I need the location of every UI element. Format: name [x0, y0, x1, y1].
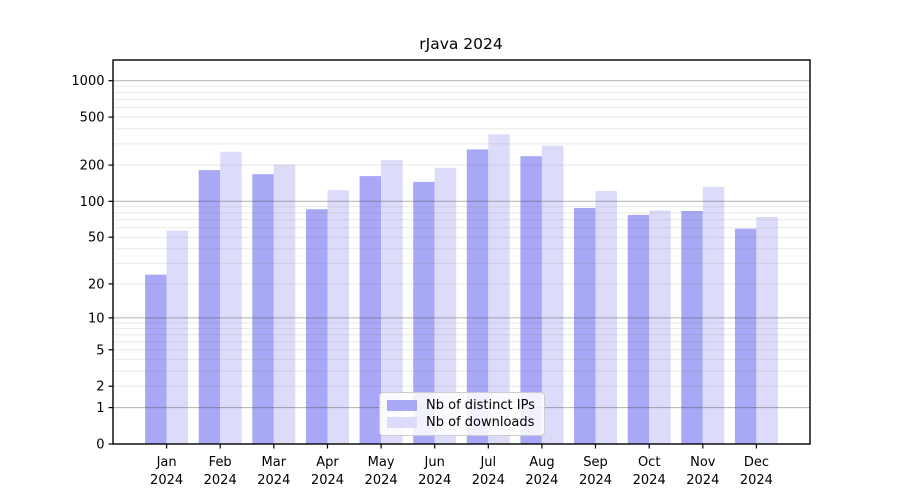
y-tick-label: 50 — [88, 231, 105, 246]
bar — [220, 151, 242, 445]
x-tick-label: Aug 2024 — [525, 455, 558, 488]
legend-item-distinct-ips: Nb of distinct IPs — [380, 399, 544, 412]
plot-border — [112, 59, 811, 445]
x-tick-label: Dec 2024 — [740, 455, 773, 488]
y-tick-label: 10 — [88, 311, 105, 326]
bar — [145, 274, 167, 444]
legend-swatch-downloads — [387, 417, 417, 428]
bar — [520, 156, 542, 444]
legend: Nb of distinct IPs Nb of downloads — [379, 392, 545, 436]
x-tick-label: Apr 2024 — [311, 455, 344, 488]
y-tick-label: 2 — [96, 380, 104, 395]
chart-title: rJava 2024 — [419, 35, 503, 53]
y-tick-label: 100 — [80, 195, 105, 210]
bar — [488, 134, 510, 445]
bar — [306, 209, 328, 444]
y-tick-label: 500 — [80, 111, 105, 126]
x-tick-label: Mar 2024 — [257, 455, 290, 488]
bar — [166, 230, 189, 444]
bar — [413, 181, 435, 444]
bar — [327, 190, 349, 444]
x-tick-label: Feb 2024 — [204, 455, 237, 488]
bars-downloads — [166, 134, 778, 445]
x-axis: Jan 2024 Feb 2024 Mar 2024 Apr 2024 May 2024 Jun 20… — [150, 444, 773, 488]
y-tick-label: 1000 — [71, 74, 104, 89]
bar — [595, 191, 617, 444]
bar — [734, 228, 757, 444]
bar — [574, 208, 596, 444]
y-axis: 0 1 2 5 10 20 50 100 200 500 1000 — [71, 74, 113, 453]
bar — [627, 214, 650, 444]
bar — [434, 167, 457, 445]
bar — [273, 164, 296, 444]
legend-item-downloads: Nb of downloads — [380, 416, 544, 429]
x-tick-label: Oct 2024 — [633, 455, 666, 488]
y-tick-label: 5 — [96, 343, 104, 358]
legend-label-downloads: Nb of downloads — [426, 415, 535, 430]
x-tick-label: Jul 2024 — [472, 455, 505, 488]
bar — [466, 149, 489, 444]
bar — [681, 211, 703, 444]
bar — [756, 217, 778, 444]
x-tick-label: Jan 2024 — [150, 455, 183, 488]
bar — [649, 210, 671, 444]
x-tick-label: Nov 2024 — [686, 455, 719, 488]
bar — [541, 145, 564, 444]
x-tick-label: Jun 2024 — [418, 455, 451, 488]
bar — [702, 186, 725, 445]
gridlines — [113, 80, 810, 409]
y-tick-label: 0 — [96, 438, 104, 453]
bar — [198, 170, 221, 444]
bar — [381, 160, 403, 444]
y-tick-label: 200 — [80, 159, 105, 174]
bars-distinct-ips — [145, 149, 757, 444]
bar — [359, 176, 382, 444]
y-tick-label: 1 — [96, 401, 104, 416]
legend-swatch-distinct-ips — [387, 400, 417, 411]
legend-label-distinct-ips: Nb of distinct IPs — [426, 398, 535, 413]
x-tick-label: Sep 2024 — [579, 455, 612, 488]
x-tick-label: May 2024 — [365, 455, 398, 488]
y-tick-label: 20 — [88, 277, 105, 292]
bar — [252, 174, 274, 444]
